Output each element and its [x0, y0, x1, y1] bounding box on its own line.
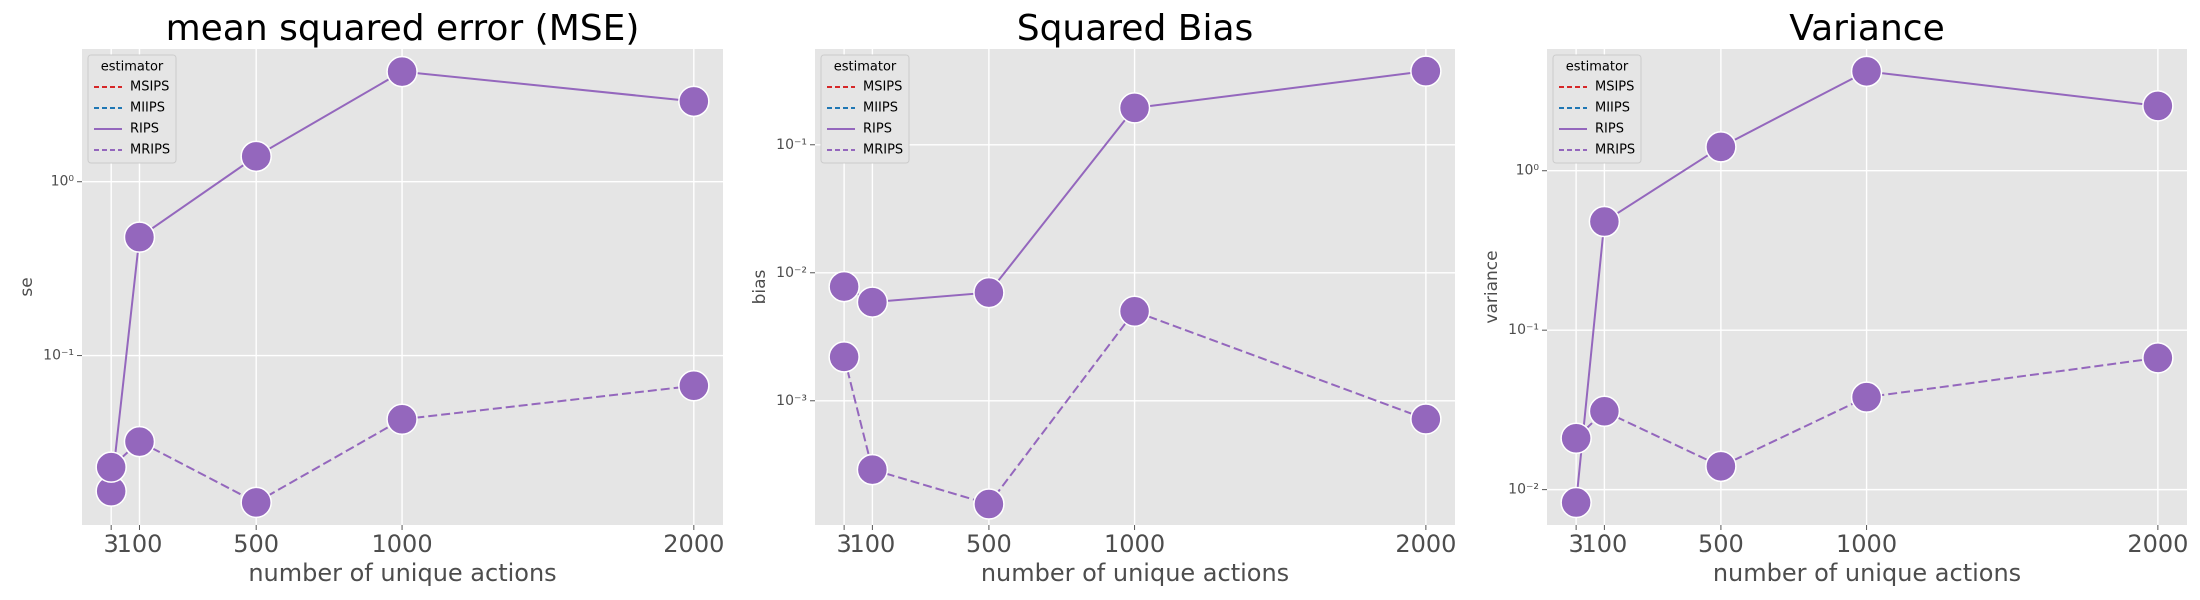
legend-box: [87, 54, 177, 164]
legend-label: MRIPS: [1595, 143, 1635, 158]
y-tick-label: 10⁰: [51, 174, 75, 190]
x-tick-label: 2000: [663, 530, 724, 558]
x-tick-label: 500: [233, 530, 279, 558]
legend-label: MRIPS: [130, 143, 170, 158]
chart-title: mean squared error (MSE): [166, 8, 640, 49]
y-tick-label: 10⁻¹: [43, 348, 74, 364]
point: [2142, 90, 2174, 122]
point: [1588, 205, 1621, 238]
point: [240, 486, 272, 519]
legend-label: MIIPS: [863, 101, 898, 116]
point: [1705, 450, 1737, 483]
chart-title: Variance: [1789, 8, 1945, 49]
point: [1410, 55, 1442, 87]
point: [1560, 486, 1592, 519]
legend-title: estimator: [101, 60, 164, 75]
point: [386, 403, 418, 436]
legend-label: MIIPS: [130, 101, 165, 116]
legend-box: [1552, 54, 1642, 164]
point: [828, 341, 860, 373]
y-tick-label: 10⁻³: [776, 393, 807, 409]
x-tick-label: 3: [104, 530, 119, 558]
x-tick-label: 1000: [1836, 530, 1897, 558]
point: [95, 451, 127, 483]
point: [973, 488, 1005, 520]
x-axis-label: number of unique actions: [248, 559, 556, 587]
legend: estimator MSIPS MIIPS RIPS MRIPS: [87, 54, 177, 164]
point: [1588, 395, 1621, 428]
x-tick-label: 1000: [1104, 530, 1165, 558]
point: [1850, 381, 1883, 413]
point: [1560, 422, 1592, 454]
point: [2142, 342, 2174, 374]
point: [1410, 403, 1442, 435]
legend-box: [820, 54, 910, 164]
legend-title: estimator: [834, 60, 897, 75]
point: [678, 85, 710, 118]
point: [1118, 295, 1151, 328]
point: [123, 425, 156, 458]
x-tick-label: 3: [836, 530, 851, 558]
x-tick-label: 3: [1568, 530, 1583, 558]
y-tick-label: 10⁻¹: [776, 137, 807, 153]
point: [856, 286, 889, 318]
legend-label: MSIPS: [130, 80, 169, 95]
legend-label: RIPS: [1595, 122, 1624, 137]
x-tick-label: 500: [966, 530, 1012, 558]
point: [123, 221, 156, 253]
legend-title: estimator: [1566, 60, 1629, 75]
legend-label: MSIPS: [1595, 80, 1634, 95]
legend-label: MSIPS: [863, 80, 902, 95]
x-axis-label: number of unique actions: [1713, 559, 2021, 587]
legend: estimator MSIPS MIIPS RIPS MRIPS: [820, 54, 910, 164]
point: [1705, 131, 1737, 163]
y-tick-label: 10⁰: [1516, 163, 1540, 179]
legend-label: RIPS: [863, 122, 892, 137]
y-axis-label: variance: [1482, 250, 1502, 323]
x-tick-label: 2000: [1395, 530, 1456, 558]
x-tick-label: 100: [849, 530, 895, 558]
x-tick-label: 1000: [372, 530, 433, 558]
legend-label: MIIPS: [1595, 101, 1630, 116]
point: [386, 55, 418, 88]
point: [1118, 92, 1151, 124]
point: [240, 140, 272, 173]
legend: estimator MSIPS MIIPS RIPS MRIPS: [1552, 54, 1642, 164]
x-tick-label: 100: [117, 530, 163, 558]
point: [973, 276, 1005, 309]
legend-label: RIPS: [130, 122, 159, 137]
y-axis-label: bias: [750, 269, 770, 304]
y-tick-label: 10⁻¹: [1508, 322, 1539, 338]
x-tick-label: 100: [1581, 530, 1627, 558]
y-tick-label: 10⁻²: [776, 265, 807, 281]
point: [1850, 55, 1883, 88]
legend-label: MRIPS: [863, 143, 903, 158]
point: [678, 370, 710, 402]
y-axis-label: se: [17, 277, 37, 296]
chart-title: Squared Bias: [1017, 8, 1254, 49]
point: [856, 453, 889, 486]
x-axis-label: number of unique actions: [981, 559, 1289, 587]
x-tick-label: 2000: [2127, 530, 2188, 558]
x-tick-label: 500: [1698, 530, 1744, 558]
y-tick-label: 10⁻²: [1508, 482, 1539, 498]
point: [828, 270, 860, 303]
